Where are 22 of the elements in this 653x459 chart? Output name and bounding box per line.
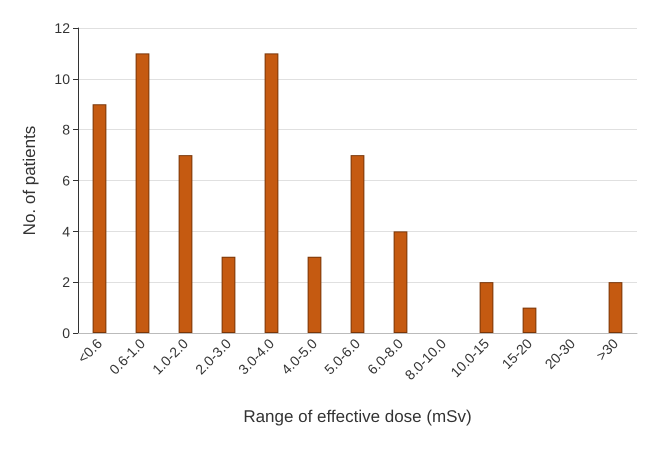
y-tick-label: 4 — [62, 223, 70, 240]
bar — [394, 231, 408, 333]
y-tick-label: 8 — [62, 122, 70, 138]
bar — [92, 104, 106, 333]
x-axis-title: Range of effective dose (mSv) — [243, 407, 472, 426]
bar — [350, 155, 364, 333]
y-tick-label: 6 — [62, 172, 70, 188]
bar — [522, 308, 536, 333]
y-axis-title: No. of patients — [20, 126, 39, 236]
y-tick-label: 2 — [62, 274, 70, 290]
bar — [264, 53, 278, 333]
x-tick-label: >30 — [593, 335, 622, 364]
bar — [136, 53, 150, 333]
bar — [222, 256, 236, 333]
y-tick-label: 10 — [54, 70, 70, 87]
bar — [608, 282, 622, 333]
bar — [178, 155, 192, 333]
y-tick-label: 0 — [62, 325, 70, 341]
y-tick-label: 12 — [54, 20, 70, 36]
x-tick-label: <0.6 — [74, 335, 106, 366]
bar — [480, 282, 494, 333]
bar — [308, 256, 322, 333]
